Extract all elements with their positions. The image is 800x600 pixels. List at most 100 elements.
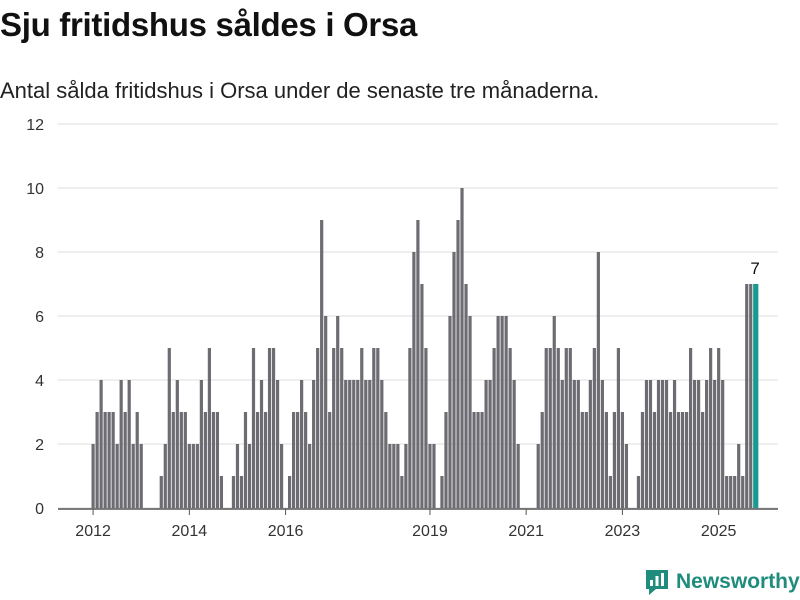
bar: [749, 284, 753, 508]
bar: [271, 348, 276, 508]
bar: [717, 348, 721, 508]
bar: [753, 284, 759, 508]
bar: [199, 380, 203, 508]
bar: [352, 380, 356, 508]
bar: [420, 284, 424, 508]
bar: [360, 348, 364, 508]
bar: [460, 188, 464, 508]
bar: [99, 380, 103, 508]
bar: [664, 380, 669, 508]
bar: [468, 316, 472, 508]
y-tick-label: 12: [26, 117, 44, 134]
bar: [552, 316, 556, 508]
bar: [741, 476, 745, 508]
bar: [697, 380, 701, 508]
bar: [384, 412, 388, 508]
newsworthy-logo-text: Newsworthy: [676, 570, 800, 593]
bar: [412, 252, 416, 508]
bar: [404, 444, 408, 508]
bar: [95, 412, 99, 508]
newsworthy-logo-icon: [646, 570, 668, 595]
bar: [312, 380, 316, 508]
bar: [195, 444, 199, 508]
bar: [428, 444, 432, 508]
bar: [652, 412, 657, 508]
bar: [536, 444, 540, 508]
bar: [380, 380, 384, 508]
bar: [600, 380, 604, 508]
bar: [640, 412, 645, 508]
bar: [255, 412, 260, 508]
bar: [709, 348, 713, 508]
bar: [676, 412, 681, 508]
bar: [729, 476, 733, 508]
bar: [396, 444, 400, 508]
bar: [620, 412, 625, 508]
bar: [215, 412, 220, 508]
y-tick-label: 10: [26, 181, 44, 198]
bar: [300, 380, 304, 508]
bar: [267, 348, 272, 508]
bar: [203, 412, 207, 508]
bar: [656, 380, 661, 508]
bar: [616, 348, 621, 508]
bar: [376, 348, 380, 508]
highlight-value-label: 7: [750, 259, 759, 278]
y-tick-label: 2: [35, 437, 44, 454]
bar: [472, 412, 476, 508]
bar: [348, 380, 352, 508]
bar: [211, 412, 215, 508]
bar: [488, 380, 492, 508]
bar: [119, 380, 123, 508]
bar: [287, 476, 292, 508]
bar: [171, 412, 175, 508]
bar: [259, 380, 264, 508]
bar: [604, 412, 608, 508]
bar: [624, 444, 629, 508]
bar: [368, 380, 372, 508]
bar: [596, 252, 600, 508]
bar: [336, 316, 340, 508]
bar: [91, 444, 95, 508]
x-tick-label: 2023: [605, 523, 641, 540]
bar: [556, 348, 560, 508]
bar: [344, 380, 348, 508]
bar: [508, 348, 512, 508]
bar: [680, 412, 685, 508]
bar: [191, 444, 195, 508]
bar: [608, 476, 612, 508]
bar: [388, 444, 392, 508]
chart-subtitle: Antal sålda fritidshus i Orsa under de s…: [0, 78, 600, 103]
bar: [139, 444, 143, 508]
bar: [496, 316, 500, 508]
bar: [328, 412, 332, 508]
bar: [340, 348, 344, 508]
bar: [668, 412, 673, 508]
bar: [580, 412, 584, 508]
bar: [737, 444, 741, 508]
bar: [332, 348, 336, 508]
bar: [733, 476, 737, 508]
bar: [560, 380, 564, 508]
bar: [705, 380, 709, 508]
bar: [219, 476, 224, 508]
bar: [179, 412, 183, 508]
bar: [701, 412, 705, 508]
bar: [672, 380, 677, 508]
bar: [540, 412, 544, 508]
bar: [492, 348, 496, 508]
bar: [231, 476, 236, 508]
bar: [440, 476, 444, 508]
bar: [592, 348, 596, 508]
bar: [688, 348, 693, 508]
bar: [316, 348, 320, 508]
bar: [320, 220, 324, 508]
bar: [584, 412, 588, 508]
bar: [115, 444, 119, 508]
bar: [243, 412, 248, 508]
bar: [263, 412, 268, 508]
bar: [500, 316, 504, 508]
bar: [279, 444, 284, 508]
bar: [612, 412, 616, 508]
bar: [175, 380, 179, 508]
